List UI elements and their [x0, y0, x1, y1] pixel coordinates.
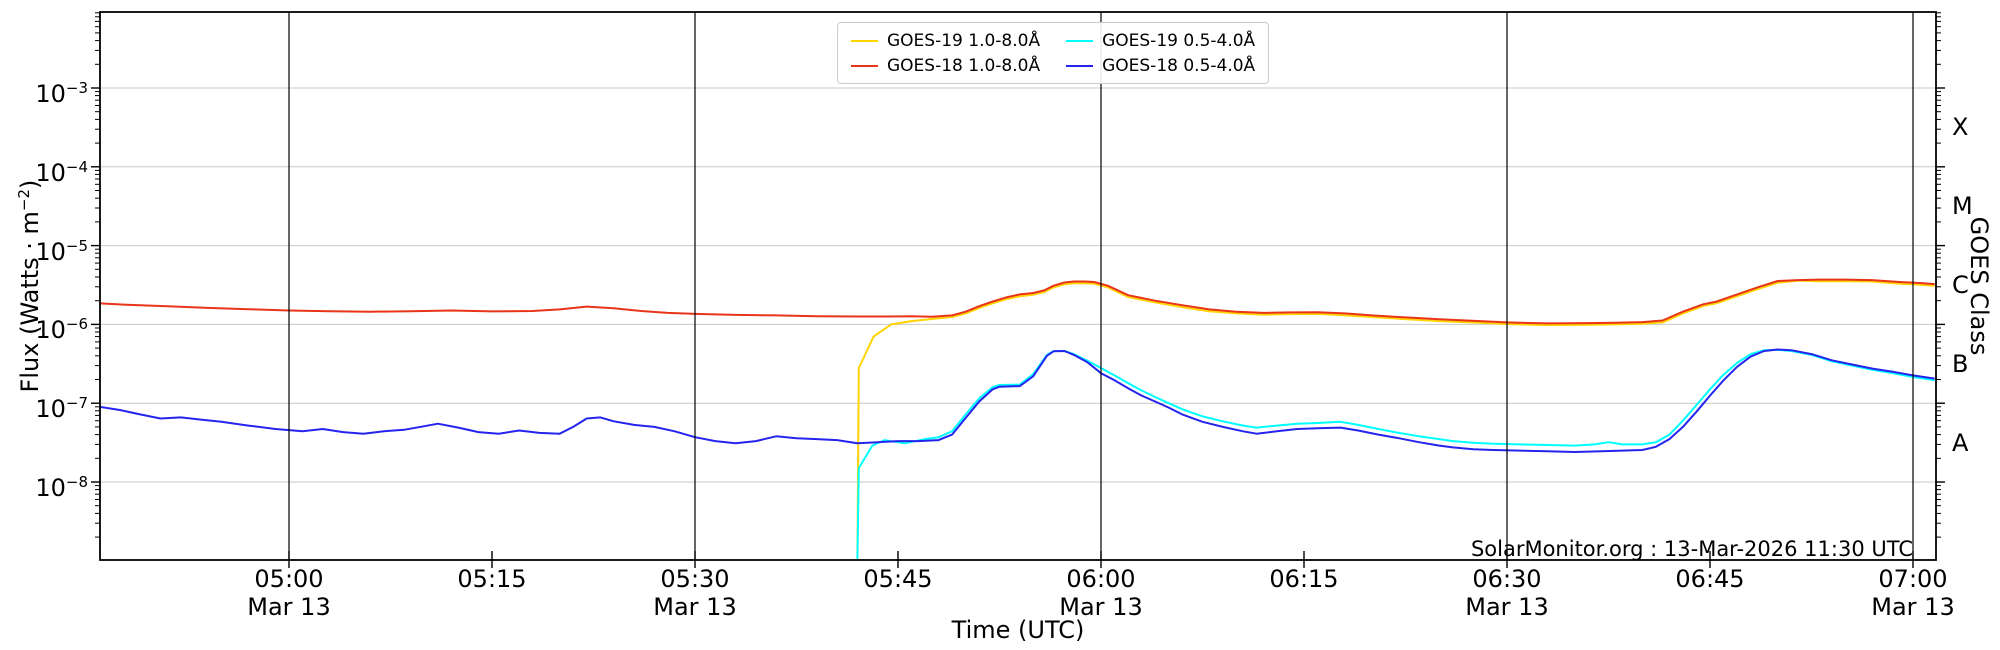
goes-class-label: B [1952, 350, 1969, 378]
legend-entry: GOES-18 0.5-4.0Å [1066, 53, 1255, 78]
goes-class-label: A [1952, 429, 1969, 457]
x-axis-label: Time (UTC) [951, 616, 1085, 644]
legend-label: GOES-18 0.5-4.0Å [1102, 55, 1256, 76]
legend-line-swatch [1066, 64, 1094, 67]
flux-curve-goes19-long [856, 279, 1935, 560]
x-tick-label: 05:30 Mar 13 [640, 566, 750, 620]
y-tick-label: 10−8 [35, 473, 88, 502]
x-tick-label: 06:45 [1675, 565, 1745, 593]
flux-curve-goes18-short [100, 348, 1935, 453]
x-tick-label: 05:45 [863, 565, 933, 593]
flux-curve-goes18-long [100, 278, 1935, 325]
x-tick-label: 06:00 Mar 13 [1046, 566, 1156, 620]
x-tick-day-label: Mar 13 [1059, 593, 1143, 621]
legend-entry: GOES-19 1.0-8.0Å [851, 28, 1040, 53]
legend-line-swatch [851, 39, 878, 42]
legend-label: GOES-19 0.5-4.0Å [1102, 30, 1256, 51]
y-tick-label: 10−3 [35, 79, 88, 108]
legend: GOES-19 1.0-8.0Å GOES-18 1.0-8.0Å GOES-19 … [837, 22, 1270, 84]
goes-class-label: X [1952, 113, 1969, 141]
x-tick-label: 06:15 [1269, 565, 1339, 593]
plot-border [99, 11, 1937, 561]
x-tick-day-label: Mar 13 [247, 593, 331, 621]
legend-line-swatch [1066, 39, 1094, 42]
x-tick-day-label: Mar 13 [1871, 593, 1955, 621]
legend-label: GOES-18 1.0-8.0Å [887, 55, 1041, 76]
flux-curve-goes19-short [856, 348, 1935, 560]
legend-entry: GOES-19 0.5-4.0Å [1066, 28, 1255, 53]
y-tick-label: 10−7 [35, 394, 88, 423]
y-tick-label: 10−5 [35, 237, 88, 266]
source-annotation: SolarMonitor.org : 13-Mar-2026 11:30 UTC [1470, 537, 1913, 561]
y-axis-label: Flux (Watts · m−2) [15, 179, 44, 393]
legend-line-swatch [851, 64, 878, 67]
x-tick-day-label: Mar 13 [1465, 593, 1549, 621]
x-tick-label: 05:00 Mar 13 [234, 566, 344, 620]
x-tick-label: 05:15 [457, 565, 527, 593]
legend-entry: GOES-18 1.0-8.0Å [851, 53, 1040, 78]
goes-class-axis-label: GOES Class [1965, 216, 1993, 356]
goes-class-label: M [1952, 192, 1973, 220]
x-tick-label: 06:30 Mar 13 [1452, 566, 1562, 620]
y-tick-label: 10−6 [35, 315, 88, 344]
x-tick-label: 07:00 Mar 13 [1858, 566, 1968, 620]
y-tick-label: 10−4 [35, 158, 88, 187]
goes-class-label: C [1952, 271, 1969, 299]
legend-label: GOES-19 1.0-8.0Å [887, 30, 1041, 51]
x-tick-day-label: Mar 13 [653, 593, 737, 621]
